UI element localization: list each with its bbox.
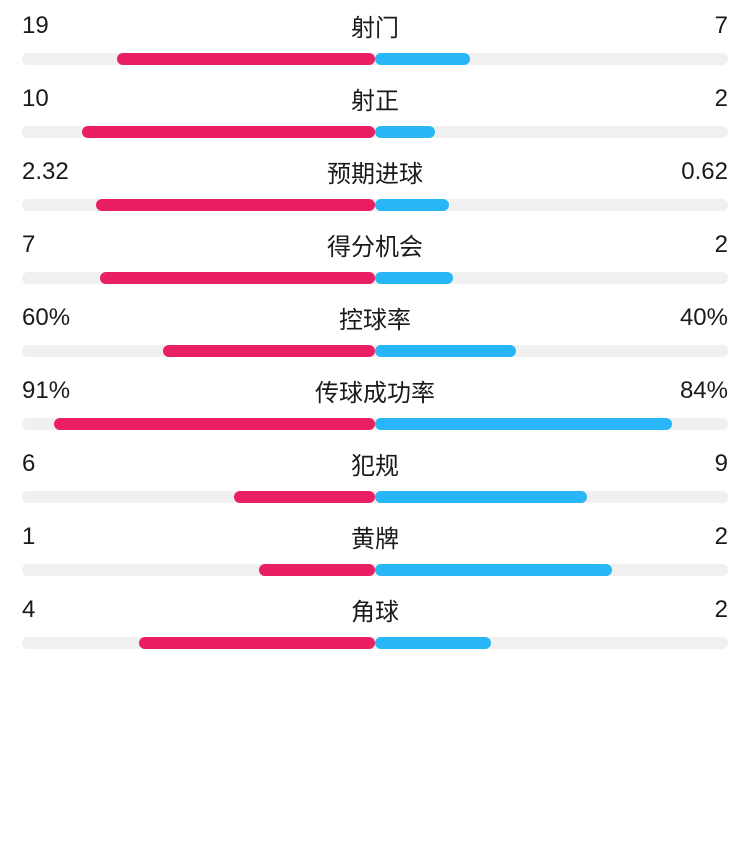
bar-half-home bbox=[22, 272, 375, 284]
stat-row: 60%控球率40% bbox=[22, 300, 728, 357]
stat-row: 4角球2 bbox=[22, 592, 728, 649]
bar-half-away bbox=[375, 126, 728, 138]
home-value: 4 bbox=[22, 596, 82, 624]
bar-track bbox=[22, 637, 728, 649]
stat-name: 得分机会 bbox=[82, 227, 668, 262]
bar-half-home bbox=[22, 564, 375, 576]
stat-name: 黄牌 bbox=[82, 519, 668, 554]
away-bar bbox=[375, 491, 587, 503]
away-value: 40% bbox=[668, 304, 728, 332]
stat-labels: 6犯规9 bbox=[22, 446, 728, 481]
bar-track bbox=[22, 126, 728, 138]
bar-half-away bbox=[375, 272, 728, 284]
away-value: 84% bbox=[668, 377, 728, 405]
stat-labels: 10射正2 bbox=[22, 81, 728, 116]
away-bar bbox=[375, 126, 435, 138]
bar-half-home bbox=[22, 199, 375, 211]
bar-track bbox=[22, 53, 728, 65]
away-bar bbox=[375, 53, 470, 65]
away-bar bbox=[375, 345, 516, 357]
stats-comparison-chart: 19射门710射正22.32预期进球0.627得分机会260%控球率40%91%… bbox=[22, 8, 728, 649]
home-bar bbox=[54, 418, 375, 430]
bar-half-home bbox=[22, 418, 375, 430]
stat-name: 犯规 bbox=[82, 446, 668, 481]
bar-half-away bbox=[375, 491, 728, 503]
home-value: 6 bbox=[22, 450, 82, 478]
away-value: 0.62 bbox=[668, 158, 728, 186]
stat-labels: 60%控球率40% bbox=[22, 300, 728, 335]
away-value: 2 bbox=[668, 523, 728, 551]
home-value: 2.32 bbox=[22, 158, 82, 186]
stat-name: 角球 bbox=[82, 592, 668, 627]
bar-track bbox=[22, 491, 728, 503]
stat-row: 10射正2 bbox=[22, 81, 728, 138]
stat-name: 射门 bbox=[82, 8, 668, 43]
home-bar bbox=[100, 272, 375, 284]
stat-name: 预期进球 bbox=[82, 154, 668, 189]
stat-row: 2.32预期进球0.62 bbox=[22, 154, 728, 211]
away-value: 2 bbox=[668, 231, 728, 259]
stat-name: 传球成功率 bbox=[82, 373, 668, 408]
stat-name: 射正 bbox=[82, 81, 668, 116]
stat-labels: 4角球2 bbox=[22, 592, 728, 627]
stat-name: 控球率 bbox=[82, 300, 668, 335]
bar-half-home bbox=[22, 53, 375, 65]
stat-row: 19射门7 bbox=[22, 8, 728, 65]
home-value: 91% bbox=[22, 377, 82, 405]
bar-half-home bbox=[22, 637, 375, 649]
away-bar bbox=[375, 418, 672, 430]
home-value: 10 bbox=[22, 85, 82, 113]
bar-track bbox=[22, 199, 728, 211]
bar-half-away bbox=[375, 345, 728, 357]
bar-track bbox=[22, 564, 728, 576]
home-value: 7 bbox=[22, 231, 82, 259]
bar-half-away bbox=[375, 564, 728, 576]
bar-half-away bbox=[375, 637, 728, 649]
home-bar bbox=[163, 345, 375, 357]
home-bar bbox=[139, 637, 376, 649]
away-value: 7 bbox=[668, 12, 728, 40]
away-bar bbox=[375, 199, 449, 211]
away-bar bbox=[375, 564, 612, 576]
home-value: 19 bbox=[22, 12, 82, 40]
away-bar bbox=[375, 637, 491, 649]
home-bar bbox=[82, 126, 375, 138]
home-value: 60% bbox=[22, 304, 82, 332]
stat-labels: 1黄牌2 bbox=[22, 519, 728, 554]
away-value: 9 bbox=[668, 450, 728, 478]
home-bar bbox=[259, 564, 375, 576]
bar-track bbox=[22, 418, 728, 430]
home-bar bbox=[96, 199, 375, 211]
stat-row: 91%传球成功率84% bbox=[22, 373, 728, 430]
bar-half-away bbox=[375, 199, 728, 211]
stat-labels: 7得分机会2 bbox=[22, 227, 728, 262]
bar-track bbox=[22, 345, 728, 357]
stat-labels: 91%传球成功率84% bbox=[22, 373, 728, 408]
away-value: 2 bbox=[668, 596, 728, 624]
bar-track bbox=[22, 272, 728, 284]
stat-row: 6犯规9 bbox=[22, 446, 728, 503]
home-value: 1 bbox=[22, 523, 82, 551]
stat-labels: 2.32预期进球0.62 bbox=[22, 154, 728, 189]
bar-half-away bbox=[375, 418, 728, 430]
bar-half-home bbox=[22, 126, 375, 138]
home-bar bbox=[117, 53, 375, 65]
away-bar bbox=[375, 272, 453, 284]
home-bar bbox=[234, 491, 375, 503]
stat-labels: 19射门7 bbox=[22, 8, 728, 43]
bar-half-home bbox=[22, 491, 375, 503]
stat-row: 1黄牌2 bbox=[22, 519, 728, 576]
bar-half-home bbox=[22, 345, 375, 357]
bar-half-away bbox=[375, 53, 728, 65]
away-value: 2 bbox=[668, 85, 728, 113]
stat-row: 7得分机会2 bbox=[22, 227, 728, 284]
